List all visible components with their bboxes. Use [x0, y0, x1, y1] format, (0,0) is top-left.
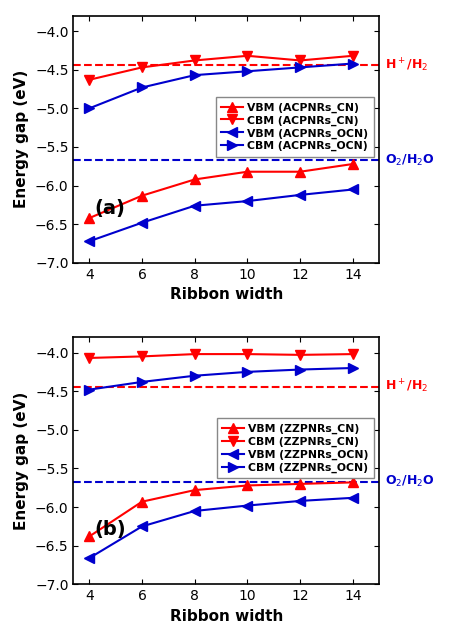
CBM (ZZPNRs_OCN) [192, 372, 198, 379]
CBM (ZZPNRs_CN) [192, 351, 198, 358]
CBM (ACPNRs_OCN) [245, 68, 250, 75]
Legend: VBM (ACPNRs_CN), CBM (ACPNRs_CN), VBM (ACPNRs_OCN), CBM (ACPNRs_OCN): VBM (ACPNRs_CN), CBM (ACPNRs_CN), VBM (A… [216, 97, 374, 157]
CBM (ZZPNRs_CN) [245, 351, 250, 358]
VBM (ACPNRs_OCN) [297, 191, 303, 199]
CBM (ACPNRs_OCN) [297, 64, 303, 71]
CBM (ZZPNRs_CN) [139, 352, 145, 360]
CBM (ACPNRs_OCN) [139, 84, 145, 91]
CBM (ACPNRs_OCN) [350, 60, 356, 68]
Text: O$_2$/H$_2$O: O$_2$/H$_2$O [385, 474, 435, 489]
CBM (ZZPNRs_CN) [350, 351, 356, 358]
X-axis label: Ribbon width: Ribbon width [170, 288, 283, 302]
Line: VBM (ACPNRs_CN): VBM (ACPNRs_CN) [85, 159, 357, 222]
VBM (ACPNRs_CN) [139, 192, 145, 199]
CBM (ZZPNRs_CN) [86, 354, 92, 362]
CBM (ZZPNRs_OCN) [139, 378, 145, 386]
Line: VBM (ACPNRs_OCN): VBM (ACPNRs_OCN) [85, 185, 357, 246]
CBM (ZZPNRs_OCN) [297, 366, 303, 373]
Text: H$^+$/H$_2$: H$^+$/H$_2$ [385, 378, 429, 395]
VBM (ACPNRs_CN) [245, 168, 250, 176]
VBM (ZZPNRs_OCN) [245, 502, 250, 509]
VBM (ZZPNRs_OCN) [350, 494, 356, 502]
Text: H$^+$/H$_2$: H$^+$/H$_2$ [385, 56, 429, 74]
X-axis label: Ribbon width: Ribbon width [170, 609, 283, 624]
VBM (ACPNRs_OCN) [245, 198, 250, 205]
VBM (ACPNRs_CN) [86, 214, 92, 222]
VBM (ACPNRs_CN) [297, 168, 303, 176]
CBM (ACPNRs_CN) [139, 64, 145, 71]
VBM (ZZPNRs_CN) [139, 498, 145, 506]
VBM (ACPNRs_OCN) [139, 219, 145, 226]
Line: CBM (ACPNRs_CN): CBM (ACPNRs_CN) [85, 51, 357, 84]
VBM (ZZPNRs_OCN) [139, 522, 145, 530]
CBM (ACPNRs_CN) [245, 52, 250, 59]
Y-axis label: Energy gap (eV): Energy gap (eV) [14, 392, 29, 530]
CBM (ZZPNRs_CN) [297, 351, 303, 359]
VBM (ACPNRs_OCN) [350, 186, 356, 193]
Text: O$_2$/H$_2$O: O$_2$/H$_2$O [385, 152, 435, 168]
VBM (ZZPNRs_OCN) [297, 497, 303, 504]
CBM (ZZPNRs_OCN) [245, 368, 250, 376]
Line: VBM (ZZPNRs_CN): VBM (ZZPNRs_CN) [85, 478, 357, 541]
VBM (ZZPNRs_OCN) [86, 554, 92, 562]
CBM (ACPNRs_OCN) [86, 104, 92, 112]
VBM (ZZPNRs_CN) [245, 482, 250, 489]
CBM (ACPNRs_CN) [86, 76, 92, 84]
VBM (ACPNRs_CN) [350, 160, 356, 168]
Text: (a): (a) [95, 199, 126, 218]
VBM (ACPNRs_OCN) [192, 202, 198, 209]
Line: CBM (ZZPNRs_CN): CBM (ZZPNRs_CN) [85, 349, 357, 362]
Line: VBM (ZZPNRs_OCN): VBM (ZZPNRs_OCN) [85, 493, 357, 562]
CBM (ZZPNRs_OCN) [86, 386, 92, 393]
CBM (ACPNRs_CN) [350, 52, 356, 59]
Line: CBM (ZZPNRs_OCN): CBM (ZZPNRs_OCN) [85, 364, 357, 394]
Legend: VBM (ZZPNRs_CN), CBM (ZZPNRs_CN), VBM (ZZPNRs_OCN), CBM (ZZPNRs_OCN): VBM (ZZPNRs_CN), CBM (ZZPNRs_CN), VBM (Z… [217, 418, 374, 478]
CBM (ACPNRs_CN) [192, 57, 198, 64]
CBM (ACPNRs_OCN) [192, 71, 198, 79]
Y-axis label: Energy gap (eV): Energy gap (eV) [14, 70, 29, 208]
CBM (ACPNRs_CN) [297, 57, 303, 64]
Text: (b): (b) [95, 521, 127, 539]
VBM (ZZPNRs_CN) [86, 532, 92, 540]
CBM (ZZPNRs_OCN) [350, 364, 356, 372]
VBM (ZZPNRs_CN) [297, 480, 303, 488]
Line: CBM (ACPNRs_OCN): CBM (ACPNRs_OCN) [85, 59, 357, 113]
VBM (ACPNRs_OCN) [86, 238, 92, 245]
VBM (ZZPNRs_CN) [192, 486, 198, 494]
VBM (ACPNRs_CN) [192, 176, 198, 183]
VBM (ZZPNRs_CN) [350, 479, 356, 486]
VBM (ZZPNRs_OCN) [192, 508, 198, 515]
